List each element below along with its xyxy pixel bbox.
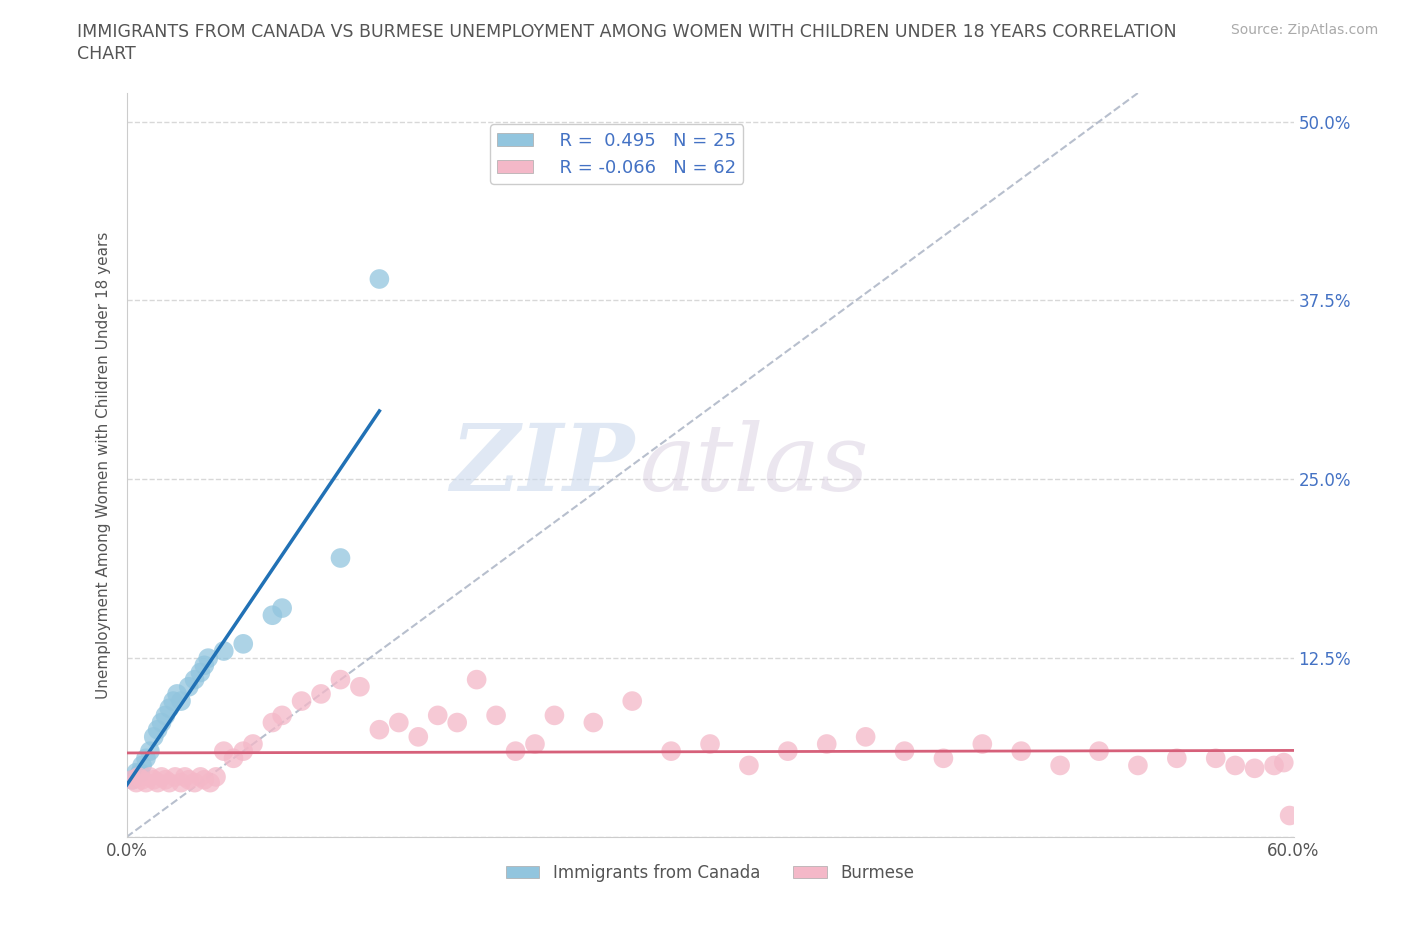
Point: [290, 694, 312, 709]
Point: [121, 772, 143, 787]
Point: [127, 769, 149, 784]
Point: [465, 672, 488, 687]
Point: [893, 744, 915, 759]
Point: [659, 744, 682, 759]
Point: [523, 737, 546, 751]
Point: [170, 776, 193, 790]
Point: [426, 708, 449, 723]
Legend: Immigrants from Canada, Burmese: Immigrants from Canada, Burmese: [499, 857, 921, 888]
Text: atlas: atlas: [640, 420, 869, 510]
Point: [1126, 758, 1149, 773]
Point: [142, 772, 165, 787]
Text: IMMIGRANTS FROM CANADA VS BURMESE UNEMPLOYMENT AMONG WOMEN WITH CHILDREN UNDER 1: IMMIGRANTS FROM CANADA VS BURMESE UNEMPL…: [77, 23, 1177, 41]
Point: [121, 772, 143, 787]
Point: [1010, 744, 1032, 759]
Point: [972, 737, 994, 751]
Point: [157, 776, 180, 790]
Point: [142, 729, 165, 744]
Point: [232, 636, 254, 651]
Point: [146, 776, 169, 790]
Point: [543, 708, 565, 723]
Point: [271, 601, 294, 616]
Point: [242, 737, 264, 751]
Point: [183, 672, 205, 687]
Point: [190, 769, 212, 784]
Point: [582, 715, 605, 730]
Point: [309, 686, 332, 701]
Point: [177, 679, 200, 694]
Point: [1049, 758, 1071, 773]
Point: [368, 723, 391, 737]
Point: [621, 694, 644, 709]
Point: [155, 772, 177, 787]
Point: [125, 765, 148, 780]
Text: ZIP: ZIP: [450, 420, 634, 510]
Point: [349, 679, 371, 694]
Point: [1205, 751, 1227, 765]
Point: [205, 769, 228, 784]
Point: [193, 658, 215, 672]
Point: [262, 715, 284, 730]
Point: [165, 769, 187, 784]
Point: [232, 744, 254, 759]
Point: [212, 744, 235, 759]
Point: [388, 715, 411, 730]
Point: [166, 686, 188, 701]
Point: [212, 644, 235, 658]
Point: [699, 737, 721, 751]
Point: [271, 708, 294, 723]
Point: [1088, 744, 1111, 759]
Point: [1243, 761, 1265, 776]
Point: [408, 729, 430, 744]
Point: [222, 751, 245, 765]
Point: [815, 737, 838, 751]
Text: Source: ZipAtlas.com: Source: ZipAtlas.com: [1230, 23, 1378, 37]
Point: [162, 694, 184, 709]
Point: [150, 715, 173, 730]
Point: [262, 608, 284, 623]
Point: [170, 694, 193, 709]
Point: [855, 729, 877, 744]
Point: [155, 708, 177, 723]
Point: [329, 551, 352, 565]
Y-axis label: Unemployment Among Women with Children Under 18 years: Unemployment Among Women with Children U…: [96, 232, 111, 698]
Point: [146, 723, 169, 737]
Point: [131, 772, 153, 787]
Point: [329, 672, 352, 687]
Point: [197, 651, 219, 666]
Text: CHART: CHART: [77, 45, 136, 62]
Point: [932, 751, 955, 765]
Point: [1223, 758, 1246, 773]
Point: [1278, 808, 1301, 823]
Point: [485, 708, 508, 723]
Point: [183, 776, 205, 790]
Point: [131, 758, 153, 773]
Point: [446, 715, 468, 730]
Point: [139, 769, 162, 784]
Point: [198, 776, 221, 790]
Point: [139, 744, 162, 759]
Point: [1263, 758, 1285, 773]
Point: [174, 769, 197, 784]
Point: [135, 751, 157, 765]
Point: [1166, 751, 1188, 765]
Point: [190, 665, 212, 680]
Point: [125, 776, 148, 790]
Point: [505, 744, 527, 759]
Point: [157, 701, 180, 716]
Point: [776, 744, 799, 759]
Point: [150, 769, 173, 784]
Point: [177, 772, 200, 787]
Point: [1272, 755, 1295, 770]
Point: [368, 272, 391, 286]
Point: [129, 765, 152, 780]
Point: [193, 772, 215, 787]
Point: [135, 776, 157, 790]
Point: [738, 758, 761, 773]
